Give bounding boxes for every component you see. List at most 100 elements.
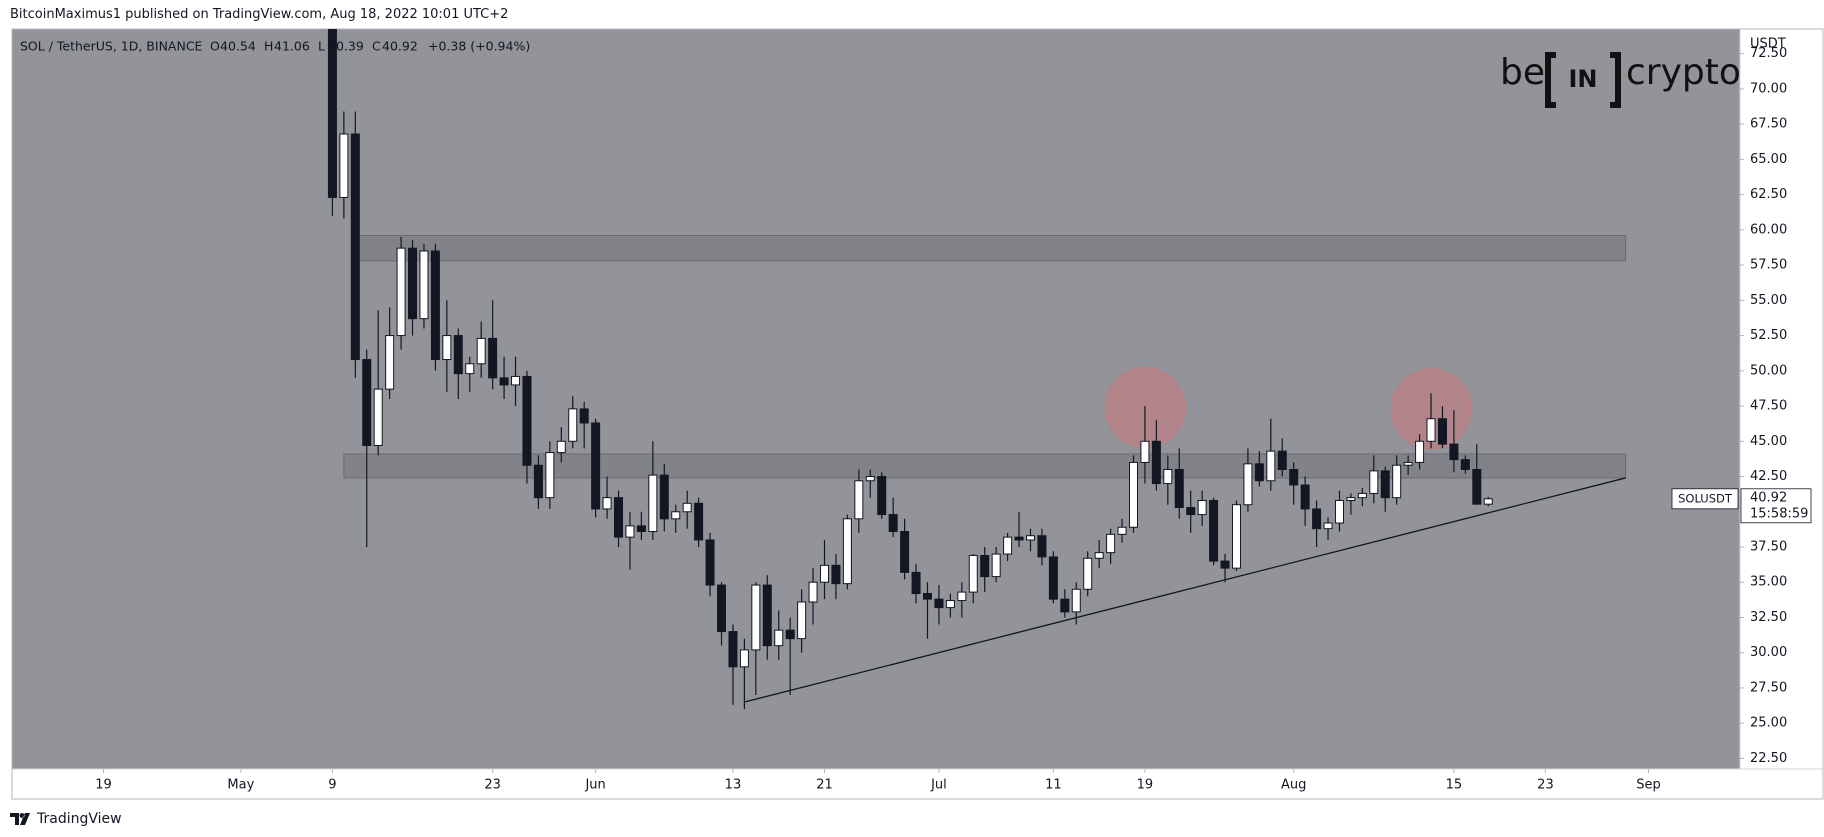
candle-body xyxy=(1174,468,1184,509)
candle-body xyxy=(1300,484,1310,510)
logo-text: IN xyxy=(1568,65,1597,93)
candle-body xyxy=(1128,461,1138,528)
price-box xyxy=(1740,488,1812,524)
logo: be IN crypto xyxy=(1500,52,1741,108)
candle-body xyxy=(1426,418,1436,442)
candle-body xyxy=(1186,507,1196,516)
candle-body xyxy=(1357,492,1367,499)
candle-body xyxy=(1094,552,1104,559)
logo-text: crypto xyxy=(1626,52,1741,93)
x-tick-label: 13 xyxy=(725,778,742,793)
candle-body xyxy=(659,474,669,520)
candle-body xyxy=(1140,440,1150,463)
y-tick-label: 62.50 xyxy=(1750,187,1787,202)
x-tick-label: Aug xyxy=(1281,778,1306,793)
y-tick-label: 52.50 xyxy=(1750,328,1787,343)
candle-body xyxy=(465,363,475,375)
candle-body xyxy=(842,518,852,585)
y-tick-label: 25.00 xyxy=(1750,716,1787,731)
candle-body xyxy=(728,631,738,668)
candle-body xyxy=(751,584,761,651)
candle-body xyxy=(820,564,830,583)
symbol-label: SOLUSDT xyxy=(1678,491,1733,505)
candle-body xyxy=(1014,536,1024,541)
candle-body xyxy=(739,649,749,668)
candle-body xyxy=(1346,497,1356,501)
candle-body xyxy=(865,476,875,482)
candle-body xyxy=(957,591,967,602)
candle-body xyxy=(694,502,704,541)
plot-background xyxy=(12,29,1740,769)
y-tick-label: 37.50 xyxy=(1750,540,1787,555)
y-tick-label: 60.00 xyxy=(1750,222,1787,237)
candle-body xyxy=(888,514,898,532)
candle-body xyxy=(339,133,349,198)
candle-body xyxy=(430,250,440,361)
candle-body xyxy=(1460,459,1470,470)
x-tick-label: 9 xyxy=(328,778,336,793)
candle-body xyxy=(877,476,887,516)
candle-body xyxy=(1437,418,1447,445)
candle-body xyxy=(476,337,486,365)
x-tick-label: 19 xyxy=(95,778,112,793)
candle-body xyxy=(1243,463,1253,506)
candle-body xyxy=(1025,535,1035,541)
x-tick-label: 23 xyxy=(1537,778,1554,793)
legend-change: +0.38 (+0.94%) xyxy=(428,39,530,54)
candle-body xyxy=(682,502,692,513)
symbol-box xyxy=(1671,488,1739,510)
candle-body xyxy=(934,598,944,609)
candle-body xyxy=(396,247,406,337)
candle-body xyxy=(1220,560,1230,569)
footer-brand: TradingView xyxy=(37,811,122,827)
x-tick-label: Jul xyxy=(930,778,947,793)
x-tick-label: 19 xyxy=(1137,778,1154,793)
candle-body xyxy=(625,525,635,538)
x-tick-label: 21 xyxy=(816,778,833,793)
candle-body xyxy=(671,511,681,520)
y-tick-label: 72.50 xyxy=(1750,46,1787,61)
candle-body xyxy=(545,452,555,499)
candle-body xyxy=(991,553,1001,578)
candle-body xyxy=(854,480,864,520)
candle-body xyxy=(568,408,578,442)
chart: SOL / TetherUS, 1D, BINANCE O 40.54 H 41.06… xyxy=(11,28,1824,800)
y-tick-label: 50.00 xyxy=(1750,363,1787,378)
candle-body xyxy=(1334,499,1344,524)
candle-body xyxy=(1369,470,1379,494)
countdown-label: 15:58:59 xyxy=(1750,506,1808,521)
logo-text: be xyxy=(1500,52,1545,93)
candle-body xyxy=(1231,504,1241,569)
candle-body xyxy=(1106,533,1116,554)
candle-body xyxy=(522,375,532,466)
candle-body xyxy=(1415,440,1425,463)
candle-body xyxy=(808,581,818,603)
candle-body xyxy=(648,474,658,532)
legend-value: 40.39 xyxy=(328,39,364,54)
legend-key: O xyxy=(210,39,220,54)
candle-body xyxy=(1163,468,1173,485)
candle-body xyxy=(499,377,509,386)
candle-body xyxy=(556,440,566,454)
candle-body xyxy=(945,600,955,609)
candle-body xyxy=(614,497,624,538)
candle-body xyxy=(797,601,807,640)
y-tick-label: 65.00 xyxy=(1750,152,1787,167)
candle-body xyxy=(1071,588,1081,613)
x-tick-label: 23 xyxy=(484,778,501,793)
candle-body xyxy=(1483,498,1493,505)
y-tick-label: 45.00 xyxy=(1750,434,1787,449)
candle-body xyxy=(968,554,978,593)
candle-body xyxy=(1037,535,1047,558)
y-tick-label: 30.00 xyxy=(1750,645,1787,660)
footer: TradingView xyxy=(10,808,122,830)
y-tick-label: 47.50 xyxy=(1750,399,1787,414)
candle-body xyxy=(362,359,372,447)
trendline xyxy=(744,477,1626,703)
candle-body xyxy=(636,525,646,532)
footer-logo xyxy=(10,813,30,825)
candle-body xyxy=(1266,450,1276,482)
y-tick-label: 67.50 xyxy=(1750,117,1787,132)
candle-body xyxy=(533,464,543,499)
candle-body xyxy=(1048,556,1058,600)
